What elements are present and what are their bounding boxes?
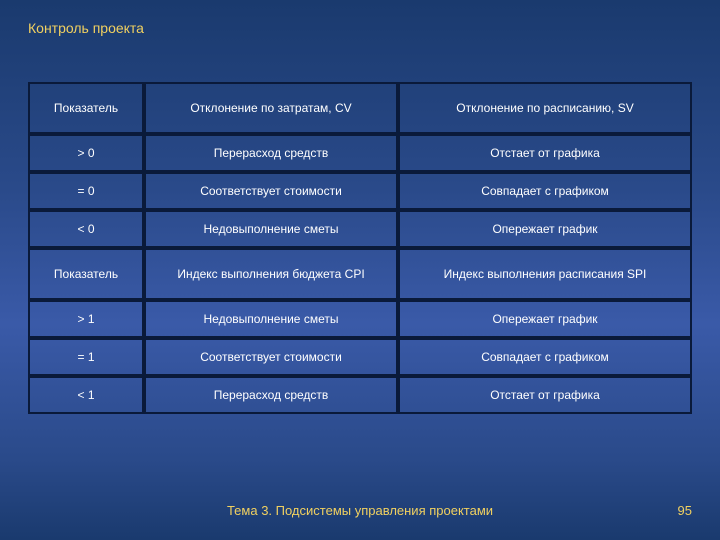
table-body: Показатель Отклонение по затратам, CV От…: [28, 82, 692, 414]
slide-footer: Тема 3. Подсистемы управления проектами: [0, 503, 720, 518]
table-cell: Недовыполнение сметы: [144, 300, 398, 338]
table-cell: < 1: [28, 376, 144, 414]
table-row: Показатель Индекс выполнения бюджета CPI…: [28, 248, 692, 300]
table-row: > 0 Перерасход средств Отстает от график…: [28, 134, 692, 172]
table-cell: Отстает от графика: [398, 376, 692, 414]
table-cell: Отстает от графика: [398, 134, 692, 172]
table-cell: Показатель: [28, 82, 144, 134]
table-row: = 0 Соответствует стоимости Совпадает с …: [28, 172, 692, 210]
table-cell: Опережает график: [398, 210, 692, 248]
table-cell: Соответствует стоимости: [144, 338, 398, 376]
table-row: = 1 Соответствует стоимости Совпадает с …: [28, 338, 692, 376]
table-cell: Индекс выполнения расписания SPI: [398, 248, 692, 300]
table-cell: = 0: [28, 172, 144, 210]
table-row: < 1 Перерасход средств Отстает от график…: [28, 376, 692, 414]
table-cell: Соответствует стоимости: [144, 172, 398, 210]
table-row: Показатель Отклонение по затратам, CV От…: [28, 82, 692, 134]
table-cell: > 0: [28, 134, 144, 172]
table-cell: Показатель: [28, 248, 144, 300]
table-cell: > 1: [28, 300, 144, 338]
variance-table: Показатель Отклонение по затратам, CV От…: [28, 82, 692, 414]
table-row: > 1 Недовыполнение сметы Опережает графи…: [28, 300, 692, 338]
table-cell: Отклонение по затратам, CV: [144, 82, 398, 134]
table-cell: Опережает график: [398, 300, 692, 338]
table-row: < 0 Недовыполнение сметы Опережает графи…: [28, 210, 692, 248]
table-cell: Отклонение по расписанию, SV: [398, 82, 692, 134]
table-cell: Перерасход средств: [144, 376, 398, 414]
table-cell: = 1: [28, 338, 144, 376]
table-cell: Совпадает с графиком: [398, 172, 692, 210]
table-cell: Перерасход средств: [144, 134, 398, 172]
table-cell: Недовыполнение сметы: [144, 210, 398, 248]
slide-title: Контроль проекта: [28, 20, 144, 36]
table-cell: Индекс выполнения бюджета CPI: [144, 248, 398, 300]
table-cell: Совпадает с графиком: [398, 338, 692, 376]
table-cell: < 0: [28, 210, 144, 248]
page-number: 95: [678, 503, 692, 518]
